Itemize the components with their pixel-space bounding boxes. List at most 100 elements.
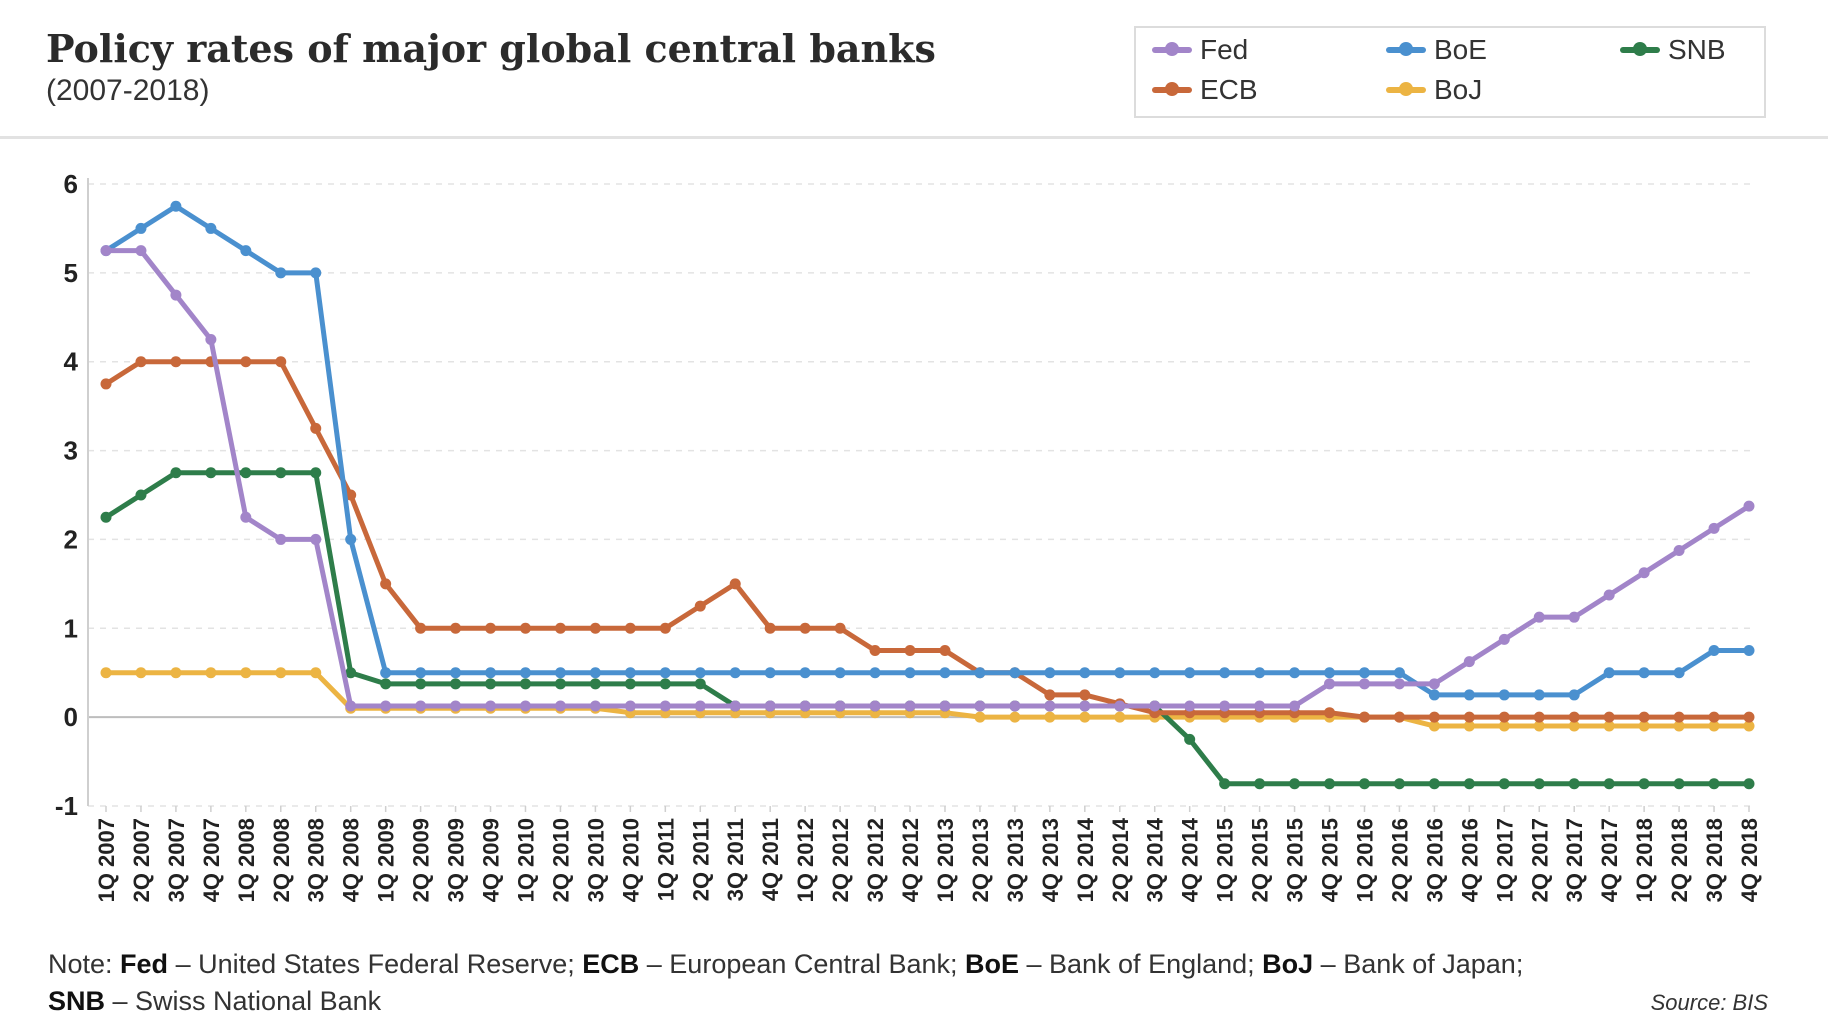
x-tick-label: 2Q 2009 — [409, 818, 434, 902]
data-point-ecb — [1079, 689, 1091, 701]
data-point-boj — [1708, 720, 1720, 732]
x-tick-label: 2Q 2017 — [1527, 818, 1552, 902]
legend-label-boe: BoE — [1434, 34, 1487, 65]
data-point-fed — [275, 533, 287, 545]
data-point-boj — [974, 711, 986, 723]
data-point-fed — [659, 700, 671, 712]
legend-label-ecb: ECB — [1200, 74, 1258, 105]
x-tick-label: 1Q 2018 — [1632, 818, 1657, 902]
data-point-fed — [1044, 700, 1056, 712]
data-point-fed — [1358, 678, 1370, 690]
legend-item-boe: BoE — [1386, 34, 1487, 66]
x-tick-label: 1Q 2017 — [1492, 818, 1517, 902]
data-point-snb — [240, 467, 252, 479]
data-point-fed — [1079, 700, 1091, 712]
x-tick-label: 4Q 2010 — [618, 818, 643, 902]
data-point-snb — [380, 678, 392, 690]
legend-label-boj: BoJ — [1434, 74, 1483, 105]
data-point-fed — [450, 700, 462, 712]
data-point-boe — [1184, 667, 1196, 679]
data-point-ecb — [1463, 711, 1475, 723]
x-tick-label: 1Q 2011 — [653, 818, 678, 901]
y-tick-label: -1 — [55, 791, 78, 821]
x-tick-label: 4Q 2011 — [758, 818, 783, 901]
data-point-boj — [135, 667, 147, 679]
data-point-ecb — [1533, 711, 1545, 723]
data-point-ecb — [240, 356, 252, 368]
data-point-snb — [1393, 778, 1405, 790]
data-point-snb — [1533, 778, 1545, 790]
data-point-boe — [554, 667, 566, 679]
x-tick-label: 3Q 2008 — [304, 818, 329, 902]
data-point-ecb — [1044, 689, 1056, 701]
x-tick-label: 2Q 2014 — [1108, 817, 1133, 902]
data-point-snb — [1289, 778, 1301, 790]
data-point-boe — [974, 667, 986, 679]
data-point-boe — [659, 667, 671, 679]
series-line-boe — [103, 203, 1752, 698]
data-point-fed — [624, 700, 636, 712]
data-point-boj — [100, 667, 112, 679]
data-point-fed — [519, 700, 531, 712]
x-tick-label: 4Q 2012 — [898, 818, 923, 902]
data-point-ecb — [450, 622, 462, 634]
x-axis: 1Q 2007 2Q 2007 3Q 2007 4Q 2007 1Q 2008 2Q 20… — [94, 806, 1762, 902]
series-line-fed — [103, 248, 1752, 709]
data-point-ecb — [764, 622, 776, 634]
data-point-snb — [100, 511, 112, 523]
data-point-fed — [415, 700, 427, 712]
data-point-boj — [1044, 711, 1056, 723]
series-ecb — [100, 356, 1755, 723]
note-abbr-ecb: ECB — [582, 949, 640, 979]
x-tick-label: 1Q 2007 — [94, 818, 119, 902]
data-point-boe — [1114, 667, 1126, 679]
data-point-fed — [764, 700, 776, 712]
data-point-snb — [624, 678, 636, 690]
data-point-fed — [904, 700, 916, 712]
data-point-boj — [1498, 720, 1510, 732]
x-tick-label: 2Q 2007 — [129, 818, 154, 902]
data-point-fed — [345, 700, 357, 712]
data-point-boe — [764, 667, 776, 679]
data-point-snb — [205, 467, 217, 479]
data-point-snb — [135, 489, 147, 501]
chart-note: Note: Fed – United States Federal Reserv… — [48, 946, 1728, 1020]
data-point-snb — [694, 678, 706, 690]
note-abbr-boj: BoJ — [1262, 949, 1314, 979]
data-point-boj — [1428, 720, 1440, 732]
x-tick-label: 3Q 2016 — [1422, 818, 1447, 902]
data-point-boj — [240, 667, 252, 679]
data-point-fed — [135, 245, 147, 257]
data-point-fed — [1428, 678, 1440, 690]
data-point-boe — [1219, 667, 1231, 679]
data-point-snb — [450, 678, 462, 690]
data-point-boe — [380, 667, 392, 679]
data-point-boj — [1568, 720, 1580, 732]
series-fed — [100, 245, 1755, 712]
chart-title: Policy rates of major global central ban… — [46, 26, 936, 71]
y-tick-label: 0 — [64, 702, 78, 732]
x-tick-label: 3Q 2010 — [583, 818, 608, 902]
x-tick-label: 3Q 2009 — [444, 818, 469, 902]
legend-label-snb: SNB — [1668, 34, 1726, 65]
legend-label-fed: Fed — [1200, 34, 1249, 65]
data-point-fed — [1324, 678, 1336, 690]
data-point-snb — [1324, 778, 1336, 790]
data-point-ecb — [275, 356, 287, 368]
data-point-ecb — [170, 356, 182, 368]
note-desc-snb: – Swiss National Bank — [105, 986, 382, 1016]
y-tick-label: 3 — [64, 436, 78, 466]
data-point-ecb — [310, 422, 322, 434]
x-tick-label: 4Q 2008 — [339, 818, 364, 902]
data-point-ecb — [135, 356, 147, 368]
data-point-snb — [1603, 778, 1615, 790]
data-point-fed — [1114, 700, 1126, 712]
x-tick-label: 4Q 2013 — [1038, 818, 1063, 902]
data-point-fed — [729, 700, 741, 712]
data-point-snb — [345, 667, 357, 679]
x-tick-label: 4Q 2016 — [1457, 818, 1482, 902]
data-point-boj — [1638, 720, 1650, 732]
x-tick-label: 4Q 2009 — [479, 818, 504, 902]
x-tick-label: 3Q 2018 — [1702, 818, 1727, 902]
data-point-ecb — [1708, 711, 1720, 723]
